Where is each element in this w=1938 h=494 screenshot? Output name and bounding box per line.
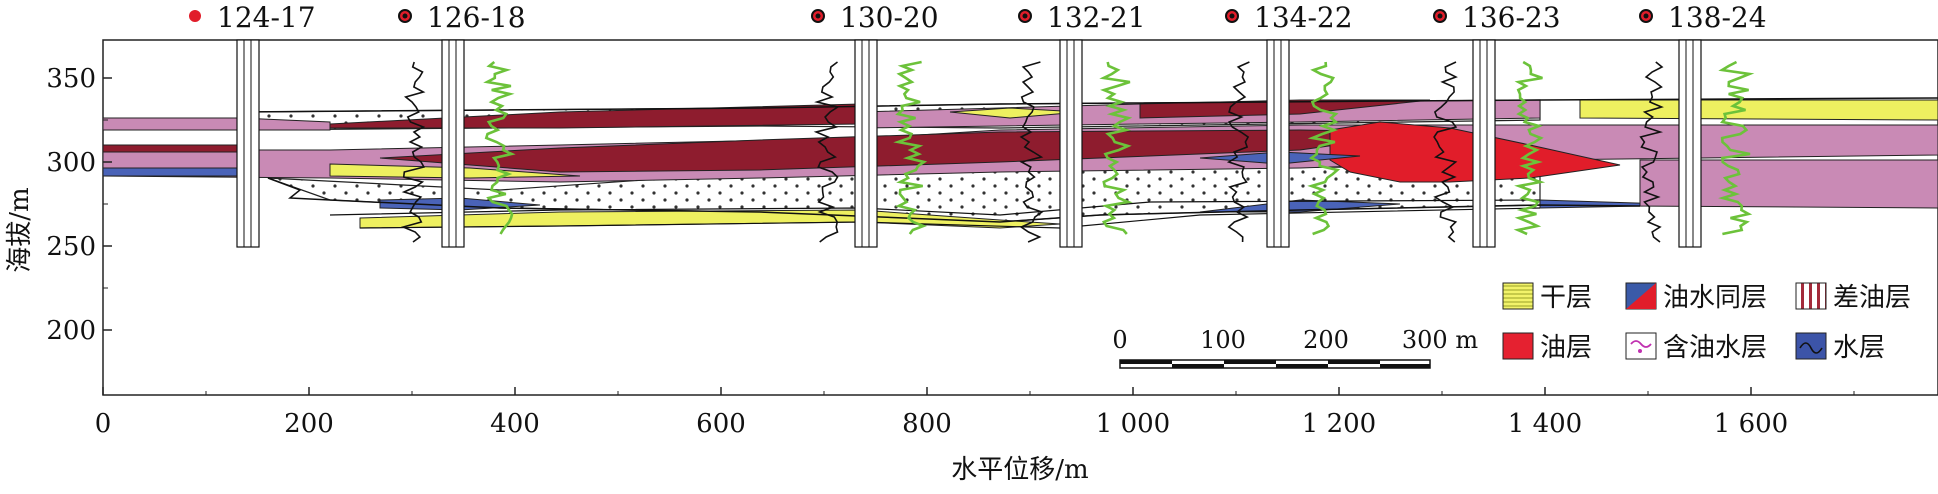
well-name: 132-21 [1047,1,1146,34]
x-tick-label: 600 [696,409,746,439]
well-name: 134-22 [1254,1,1353,34]
legend-label-water: 水层 [1833,333,1885,363]
x-tick-label: 1 000 [1096,409,1170,439]
well-log-green [1307,61,1341,236]
legend-label-poor-oil: 差油层 [1833,283,1911,313]
x-tick-label: 1 200 [1302,409,1376,439]
legend-label-dry: 干层 [1540,283,1592,313]
y-tick-label: 200 [46,316,96,346]
well-column [400,39,516,248]
well-columns [236,39,1755,248]
well-label-134-22: 134-22 [1225,1,1353,34]
well-log-green [1513,60,1546,236]
x-tick-label: 800 [902,409,952,439]
boundary-line-3 [329,199,1541,216]
well-name: 138-24 [1668,1,1767,34]
boundary-line-1 [237,97,1938,113]
x-axis: 0 200 400 600 800 1 000 1 200 1 400 1 600 [95,387,1855,439]
well-log-black [1019,61,1044,243]
legend-item-oil-bearing-water: 含油水层 [1625,332,1767,363]
well-column [813,39,928,248]
well-log-black [1639,61,1664,243]
well-name: 126-18 [427,1,526,34]
x-tick-label: 0 [95,409,112,439]
x-tick-label: 1 600 [1714,409,1788,439]
well-log-green [893,60,928,235]
legend-item-oil-water: 油水同层 [1625,282,1767,313]
well-label-138-24: 138-24 [1639,1,1767,34]
well-label-126-18: 126-18 [398,1,526,34]
x-tick-label: 1 400 [1508,409,1582,439]
geology-layers [103,97,1938,229]
well-label-132-21: 132-21 [1018,1,1146,34]
x-tick-label: 400 [490,409,540,439]
y-tick-label: 300 [46,148,96,178]
well-label-130-20: 130-20 [811,1,939,34]
x-axis-title: 水平位移/m [951,455,1088,485]
well-log-black [1433,61,1458,243]
well-name: 124-17 [217,1,316,34]
well-column [1639,39,1755,248]
well-log-black [813,61,840,243]
well-log-black [400,61,426,243]
legend-label-oil-water: 油水同层 [1663,283,1767,313]
y-axis: 350 300 250 200 [46,64,112,346]
well-column [1433,39,1546,248]
legend: 干层 油水同层 差油层 油层 含油水层 水层 [1502,282,1911,363]
well-labels: 124-17 126-18 130-20 132-21 134-22 136-23 138-… [189,1,1767,34]
well-label-124-17: 124-17 [189,1,316,34]
well-log-green [1099,61,1133,235]
scale-label-100: 100 [1200,326,1246,354]
x-tick-label: 200 [284,409,334,439]
scale-label-300: 300 m [1402,326,1478,354]
y-tick-label: 250 [46,232,96,262]
well-column [1226,39,1341,248]
yellow-layer-right [1579,99,1938,121]
legend-item-oil: 油层 [1502,332,1592,363]
blue-layer-left [103,167,241,177]
y-axis-title: 海拔/m [5,187,35,272]
well-log-green [483,60,516,235]
darkred-lens-4 [103,144,241,153]
legend-item-dry: 干层 [1502,282,1592,313]
well-column [236,39,260,248]
well-label-136-23: 136-23 [1433,1,1561,34]
boundary-line-2 [267,177,1641,223]
legend-label-oil-bearing-water: 含油水层 [1663,333,1767,363]
boundary-line-4 [359,207,1541,229]
scale-bar: 0 100 200 300 m [1112,326,1478,369]
scale-label-0: 0 [1112,326,1127,354]
well-name: 130-20 [840,1,939,34]
legend-label-oil: 油层 [1540,333,1592,363]
well-log-green [1718,60,1755,236]
legend-item-poor-oil: 差油层 [1795,282,1911,313]
scale-label-200: 200 [1303,326,1349,354]
well-column [1019,39,1133,248]
y-tick-label: 350 [46,64,96,94]
pink-layer-right-lower [1639,159,1938,209]
well-marker-icon [189,10,201,22]
well-log-black [1226,61,1250,243]
legend-item-water: 水层 [1795,332,1885,363]
well-name: 136-23 [1462,1,1561,34]
